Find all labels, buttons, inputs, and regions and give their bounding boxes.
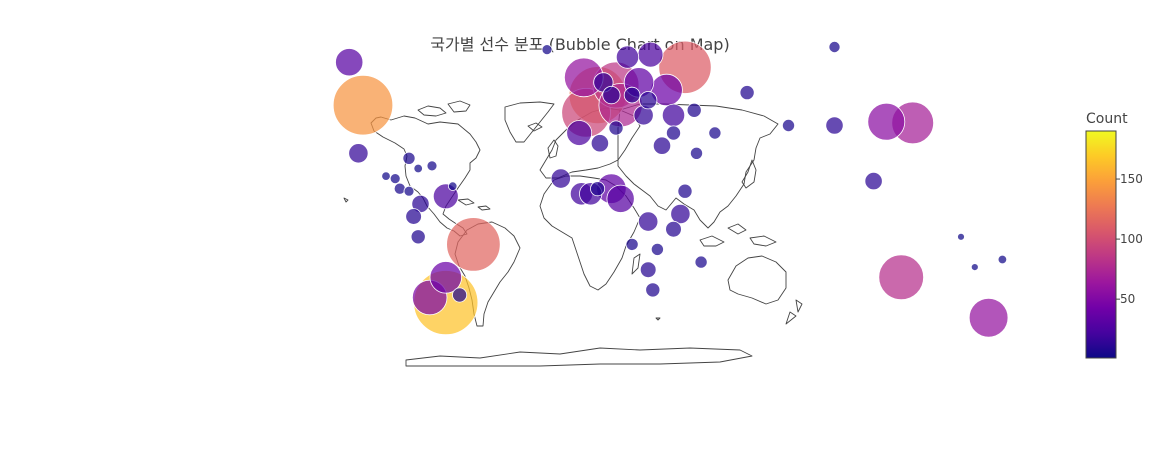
country-bubble[interactable] bbox=[828, 41, 841, 54]
country-bubble[interactable] bbox=[393, 182, 406, 195]
country-bubble[interactable] bbox=[864, 172, 883, 191]
country-bubble[interactable] bbox=[650, 242, 664, 256]
country-bubble[interactable] bbox=[389, 173, 401, 185]
country-bubble[interactable] bbox=[739, 85, 755, 101]
country-bubble[interactable] bbox=[403, 185, 415, 197]
country-bubble[interactable] bbox=[615, 45, 640, 69]
country-bubble[interactable] bbox=[665, 220, 682, 238]
country-bubble[interactable] bbox=[878, 254, 924, 301]
country-bubble[interactable] bbox=[402, 151, 416, 165]
country-bubble[interactable] bbox=[957, 232, 965, 241]
country-bubble[interactable] bbox=[550, 168, 571, 189]
country-bubble[interactable] bbox=[446, 217, 501, 272]
country-bubble[interactable] bbox=[625, 237, 639, 251]
country-bubble[interactable] bbox=[426, 160, 438, 172]
country-bubble[interactable] bbox=[638, 211, 659, 232]
country-bubble[interactable] bbox=[602, 86, 621, 105]
bubble-layer bbox=[332, 40, 1009, 338]
country-bubble[interactable] bbox=[970, 263, 979, 272]
colorbar-tick-label: 50 bbox=[1120, 292, 1135, 306]
country-bubble[interactable] bbox=[867, 102, 906, 141]
country-bubble[interactable] bbox=[968, 297, 1009, 338]
country-bubble[interactable] bbox=[541, 44, 553, 55]
colorbar-title: Count bbox=[1086, 111, 1128, 127]
country-bubble[interactable] bbox=[652, 136, 672, 155]
country-bubble[interactable] bbox=[348, 143, 369, 164]
country-bubble[interactable] bbox=[997, 254, 1008, 265]
country-bubble[interactable] bbox=[410, 229, 426, 245]
country-bubble[interactable] bbox=[825, 116, 844, 135]
country-bubble[interactable] bbox=[708, 126, 722, 140]
country-bubble[interactable] bbox=[637, 41, 664, 68]
colorbar: Count 50 100 150 bbox=[1085, 111, 1143, 359]
country-bubble[interactable] bbox=[452, 287, 468, 303]
country-bubble[interactable] bbox=[782, 119, 796, 133]
colorbar-gradient bbox=[1085, 130, 1117, 359]
country-bubble[interactable] bbox=[639, 261, 657, 279]
colorbar-ticks: 50 100 150 bbox=[1116, 172, 1143, 306]
colorbar-tick-label: 100 bbox=[1120, 232, 1143, 246]
country-bubble[interactable] bbox=[606, 184, 635, 213]
country-bubble[interactable] bbox=[335, 48, 364, 77]
country-bubble[interactable] bbox=[413, 163, 423, 174]
country-bubble[interactable] bbox=[639, 91, 658, 110]
country-bubble[interactable] bbox=[590, 181, 606, 197]
country-bubble[interactable] bbox=[666, 125, 682, 141]
country-bubble[interactable] bbox=[645, 282, 661, 298]
country-bubble[interactable] bbox=[405, 208, 422, 225]
country-bubble[interactable] bbox=[690, 146, 704, 160]
world-coastlines bbox=[343, 100, 803, 367]
country-bubble[interactable] bbox=[608, 120, 624, 136]
country-bubble[interactable] bbox=[429, 261, 463, 294]
country-bubble[interactable] bbox=[686, 102, 702, 118]
country-bubble[interactable] bbox=[566, 120, 593, 146]
country-bubble[interactable] bbox=[661, 103, 686, 127]
country-bubble[interactable] bbox=[623, 86, 641, 104]
country-bubble[interactable] bbox=[448, 181, 458, 191]
country-bubble[interactable] bbox=[590, 134, 610, 153]
country-bubble[interactable] bbox=[381, 171, 391, 181]
colorbar-tick-label: 150 bbox=[1120, 172, 1143, 186]
country-bubble[interactable] bbox=[670, 203, 691, 225]
country-bubble[interactable] bbox=[677, 183, 693, 199]
country-bubble[interactable] bbox=[694, 255, 708, 269]
country-bubble[interactable] bbox=[332, 74, 394, 136]
